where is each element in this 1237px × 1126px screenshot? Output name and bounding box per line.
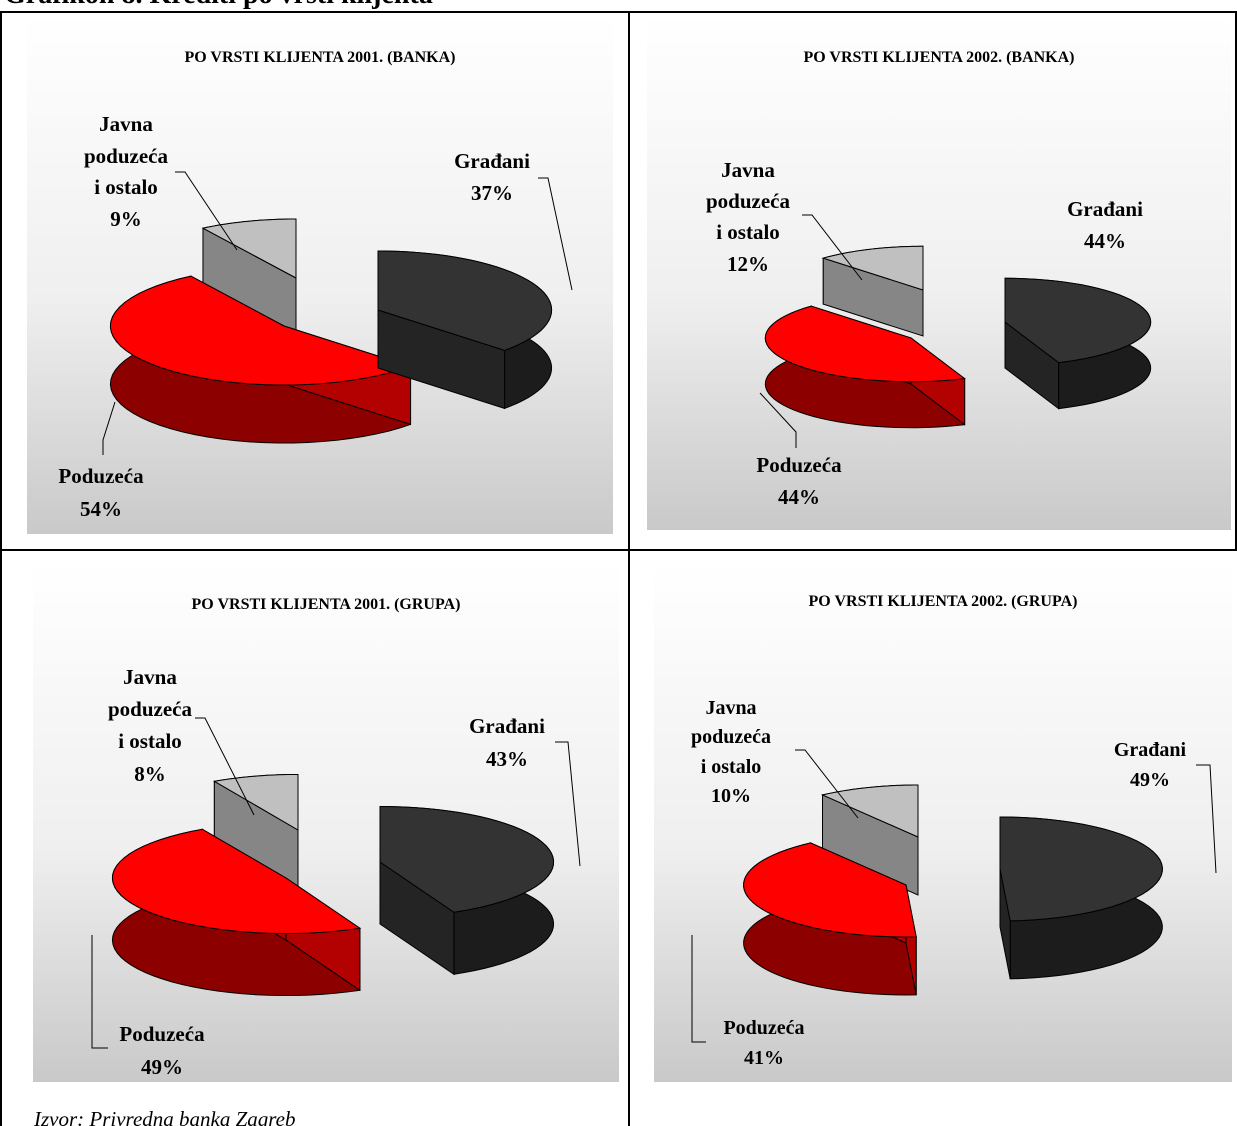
slice-label: 43% bbox=[486, 747, 528, 771]
slice-top-1 bbox=[743, 842, 917, 938]
slice-label: Javna bbox=[705, 697, 756, 719]
slice-label: 12% bbox=[727, 252, 769, 276]
pie-chart-1: PO VRSTI KLIJENTA 2001. (BANKA) Građani 37… bbox=[27, 15, 613, 534]
grid-line-right bbox=[1235, 11, 1237, 551]
slice-label: 37% bbox=[471, 181, 513, 205]
slice-label: 41% bbox=[744, 1047, 784, 1069]
slice-label: Poduzeća bbox=[756, 453, 842, 477]
slice-top-0 bbox=[999, 816, 1163, 922]
slice-top-0 bbox=[379, 805, 555, 913]
leader-line bbox=[1196, 764, 1217, 874]
slice-label: Građani bbox=[469, 714, 545, 738]
grid-line-top bbox=[0, 11, 1237, 13]
slice-top-0 bbox=[1004, 277, 1152, 364]
pie-chart-3: PO VRSTI KLIJENTA 2001. (GRUPA) Građani 43… bbox=[33, 562, 619, 1082]
slice-top-2 bbox=[212, 773, 299, 831]
slice-label: i ostalo bbox=[701, 756, 762, 778]
chart-panel bbox=[647, 15, 1231, 530]
slice-label: poduzeća bbox=[691, 726, 771, 748]
grid-line-left bbox=[0, 11, 2, 1126]
slice-top-1 bbox=[109, 275, 413, 386]
grid-line-middle bbox=[0, 549, 1237, 551]
slice-top-2 bbox=[821, 245, 924, 291]
slice-label: Građani bbox=[454, 149, 530, 173]
leader-line bbox=[802, 214, 863, 281]
leader-line bbox=[555, 741, 581, 867]
slice-label: 10% bbox=[711, 785, 751, 807]
slice-label: Javna bbox=[721, 158, 775, 182]
leader-line bbox=[795, 749, 859, 819]
slice-top-1 bbox=[764, 305, 966, 383]
chart-title: PO VRSTI KLIJENTA 2001. (BANKA) bbox=[185, 49, 456, 66]
page-header: Grafikon 8. Krediti po vrsti klijenta bbox=[0, 0, 1237, 12]
leader-line bbox=[91, 935, 108, 1049]
leader-line bbox=[102, 401, 116, 455]
chart-title: PO VRSTI KLIJENTA 2002. (BANKA) bbox=[804, 49, 1075, 66]
slice-label: Javna bbox=[99, 112, 153, 136]
chart-panel bbox=[654, 562, 1232, 1082]
slice-label: 8% bbox=[134, 762, 166, 786]
slice-top-0 bbox=[377, 250, 553, 351]
slice-label: Javna bbox=[123, 665, 177, 689]
leader-line bbox=[195, 717, 255, 816]
slice-label: Poduzeća bbox=[58, 464, 144, 488]
slice-label: 49% bbox=[1130, 769, 1170, 791]
slice-label: poduzeća bbox=[84, 144, 169, 168]
slice-label: Poduzeća bbox=[119, 1022, 205, 1046]
slice-label: 44% bbox=[778, 485, 820, 509]
slice-label: 49% bbox=[141, 1055, 183, 1079]
pie-chart-4: PO VRSTI KLIJENTA 2002. (GRUPA) Građani 49… bbox=[654, 562, 1232, 1082]
leader-line bbox=[759, 392, 797, 448]
chart-panel bbox=[27, 15, 613, 534]
pie-chart-2: PO VRSTI KLIJENTA 2002. (BANKA) Građani 44… bbox=[647, 15, 1231, 530]
slice-label: i ostalo bbox=[94, 175, 158, 199]
slice-label: i ostalo bbox=[716, 220, 780, 244]
leader-line bbox=[175, 171, 238, 251]
slice-label: 9% bbox=[110, 207, 142, 231]
slice-label: poduzeća bbox=[706, 189, 791, 213]
grid-line-center bbox=[628, 11, 630, 1126]
slice-label: Građani bbox=[1114, 739, 1187, 761]
slice-label: poduzeća bbox=[108, 697, 193, 721]
slice-label: Građani bbox=[1067, 197, 1143, 221]
slice-label: 44% bbox=[1084, 229, 1126, 253]
chart-panel bbox=[33, 562, 619, 1082]
slice-top-2 bbox=[820, 784, 919, 838]
chart-title: PO VRSTI KLIJENTA 2002. (GRUPA) bbox=[809, 593, 1078, 610]
leader-line bbox=[538, 177, 573, 291]
slice-label: i ostalo bbox=[118, 729, 182, 753]
chart-title: PO VRSTI KLIJENTA 2001. (GRUPA) bbox=[192, 596, 461, 613]
source-note: Izvor: Privredna banka Zagreb bbox=[34, 1107, 296, 1126]
slice-top-1 bbox=[111, 828, 362, 935]
slice-label: Poduzeća bbox=[723, 1017, 804, 1039]
slice-label: 54% bbox=[80, 497, 122, 521]
leader-line bbox=[691, 935, 706, 1043]
